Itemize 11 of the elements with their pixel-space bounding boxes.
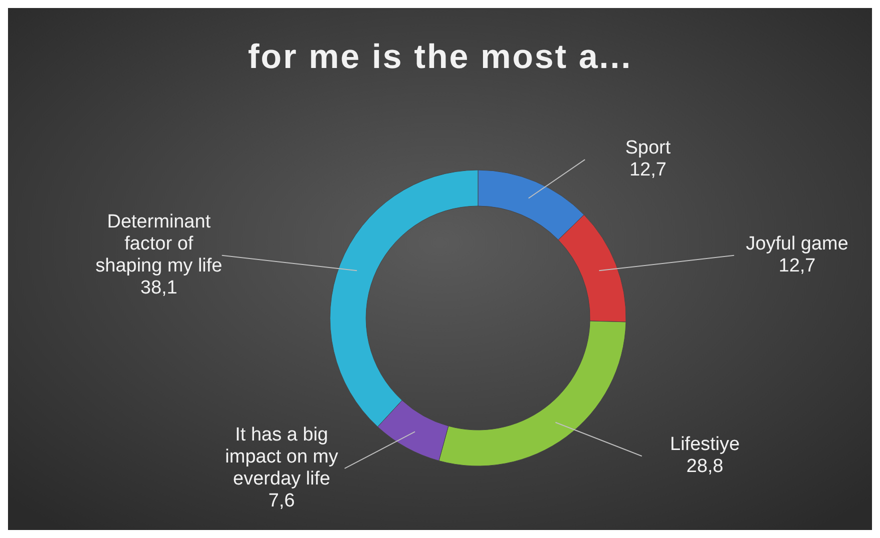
- data-label: 28,8: [686, 456, 724, 478]
- data-label: 12,7: [629, 160, 666, 181]
- data-label: 7,6: [268, 490, 295, 512]
- slice-label: Lifestiye: [670, 434, 740, 456]
- slice-label: Determinant factor of shaping my life: [96, 211, 222, 276]
- slice-label: Sport: [625, 138, 672, 159]
- slice-label: Joyful game: [746, 233, 848, 254]
- slice-label: It has a big impact on my everday life: [225, 424, 339, 490]
- data-label: 12,7: [778, 255, 816, 276]
- data-label: 38,1: [140, 277, 178, 298]
- chart-title: for me is the most a...: [248, 38, 632, 76]
